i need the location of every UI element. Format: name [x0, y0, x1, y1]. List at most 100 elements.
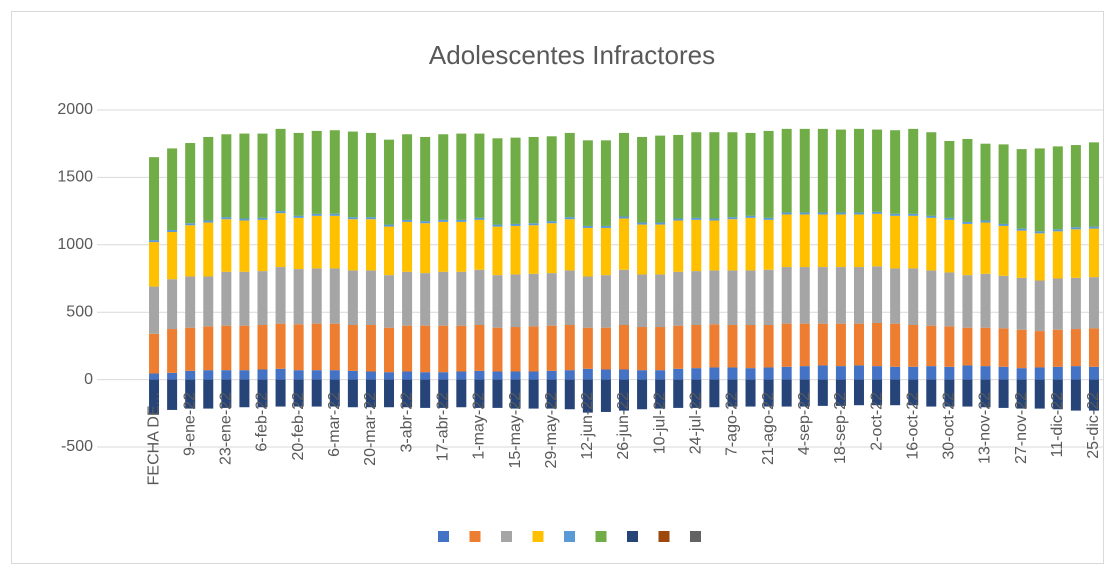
legend-swatch	[532, 531, 544, 542]
bar-segment	[528, 326, 539, 372]
bar-segment	[239, 379, 250, 408]
bar-segment	[311, 213, 322, 216]
bar-segment	[817, 379, 828, 406]
x-tick-label: 30-oct-22	[941, 392, 958, 460]
bar-segment	[275, 213, 286, 268]
bar-segment	[619, 269, 629, 326]
bar-segment	[619, 216, 629, 219]
bar-segment	[944, 217, 955, 220]
bar-segment	[167, 372, 178, 380]
bar-segment	[980, 222, 991, 274]
bar-segment	[1034, 280, 1045, 332]
bar-segment	[1070, 277, 1081, 330]
bar-segment	[582, 227, 593, 277]
bar-segment	[980, 220, 991, 223]
bar-segment	[239, 220, 250, 272]
bar-segment	[167, 229, 178, 232]
bar-segment	[853, 214, 864, 268]
bar-segment	[637, 136, 648, 223]
bar-segment	[582, 276, 593, 328]
bar-segment	[311, 268, 322, 324]
bar-segment	[691, 217, 702, 220]
bar-segment	[1088, 328, 1099, 367]
bar-segment	[709, 367, 720, 380]
bar-segment	[1034, 231, 1045, 234]
bar-segment	[492, 379, 503, 408]
bar-segment	[709, 218, 720, 221]
bar-segment	[673, 325, 684, 369]
bar-segment	[564, 379, 575, 410]
bar-segment	[637, 222, 648, 225]
bar-segment	[600, 225, 611, 228]
bar-segment	[347, 325, 358, 371]
bar-segment	[257, 133, 268, 218]
bar-segment	[691, 132, 702, 218]
bar-segment	[311, 215, 322, 269]
bar-segment	[619, 218, 629, 270]
bar-segment	[329, 370, 340, 380]
bar-segment	[384, 379, 395, 408]
bar-segment	[1016, 379, 1027, 409]
bar-segment	[347, 131, 358, 218]
bar-segment	[528, 225, 539, 274]
bar-segment	[1052, 329, 1063, 367]
bar-segment	[944, 219, 955, 273]
bar-segment	[619, 369, 629, 380]
bar-segment	[474, 379, 485, 408]
bar-segment	[709, 324, 720, 368]
bar-segment	[781, 379, 792, 407]
bar-segment	[365, 217, 376, 220]
bar-segment	[474, 219, 485, 270]
bar-segment	[1016, 230, 1027, 278]
bar-segment	[438, 271, 449, 326]
bar-segment	[185, 143, 196, 224]
bar-segment	[745, 325, 756, 369]
legend-swatch	[501, 531, 512, 542]
bar-segment	[564, 219, 575, 271]
bar-segment	[890, 213, 901, 216]
bar-segment	[1070, 329, 1081, 367]
bar-segment	[149, 373, 160, 380]
bar-segment	[167, 329, 178, 373]
bar-segment	[293, 269, 304, 325]
bar-segment	[1034, 367, 1045, 380]
bar-segment	[709, 220, 720, 271]
bar-segment	[510, 137, 521, 224]
bar-segment	[456, 221, 467, 272]
bar-segment	[239, 218, 250, 221]
bar-segment	[257, 217, 268, 220]
bar-segment	[438, 325, 449, 373]
y-tick-label: 0	[84, 371, 93, 388]
bar-segment	[908, 213, 919, 216]
bar-segment	[890, 379, 901, 406]
x-tick-label: 15-may-22	[507, 392, 524, 469]
bar-segment	[203, 379, 214, 409]
bar-segment	[311, 379, 322, 407]
bar-segment	[546, 221, 557, 224]
bar-segment	[275, 211, 286, 214]
bar-segment	[655, 224, 666, 275]
bar-segment	[727, 132, 738, 218]
bar-segment	[185, 379, 196, 409]
bar-segment	[745, 368, 756, 380]
x-tick-label: 17-abr-22	[434, 392, 451, 461]
bar-segment	[926, 217, 937, 271]
bar-segment	[420, 372, 431, 380]
bar-segment	[275, 379, 286, 407]
bar-segment	[709, 132, 720, 219]
bar-segment	[926, 325, 937, 367]
bar-segment	[456, 133, 467, 220]
bar-segment	[1088, 366, 1099, 380]
bar-segment	[853, 323, 864, 366]
bar-segment	[1016, 149, 1027, 229]
x-tick-label: 23-ene-22	[218, 392, 235, 465]
bar-segment	[293, 217, 304, 270]
bar-segment	[673, 368, 684, 380]
bar-segment	[781, 267, 792, 324]
bar-segment	[492, 226, 503, 276]
bar-segment	[600, 275, 611, 328]
bar-segment	[763, 217, 774, 220]
bar-segment	[727, 217, 738, 220]
bar-segment	[510, 225, 521, 275]
bar-segment	[329, 130, 340, 214]
